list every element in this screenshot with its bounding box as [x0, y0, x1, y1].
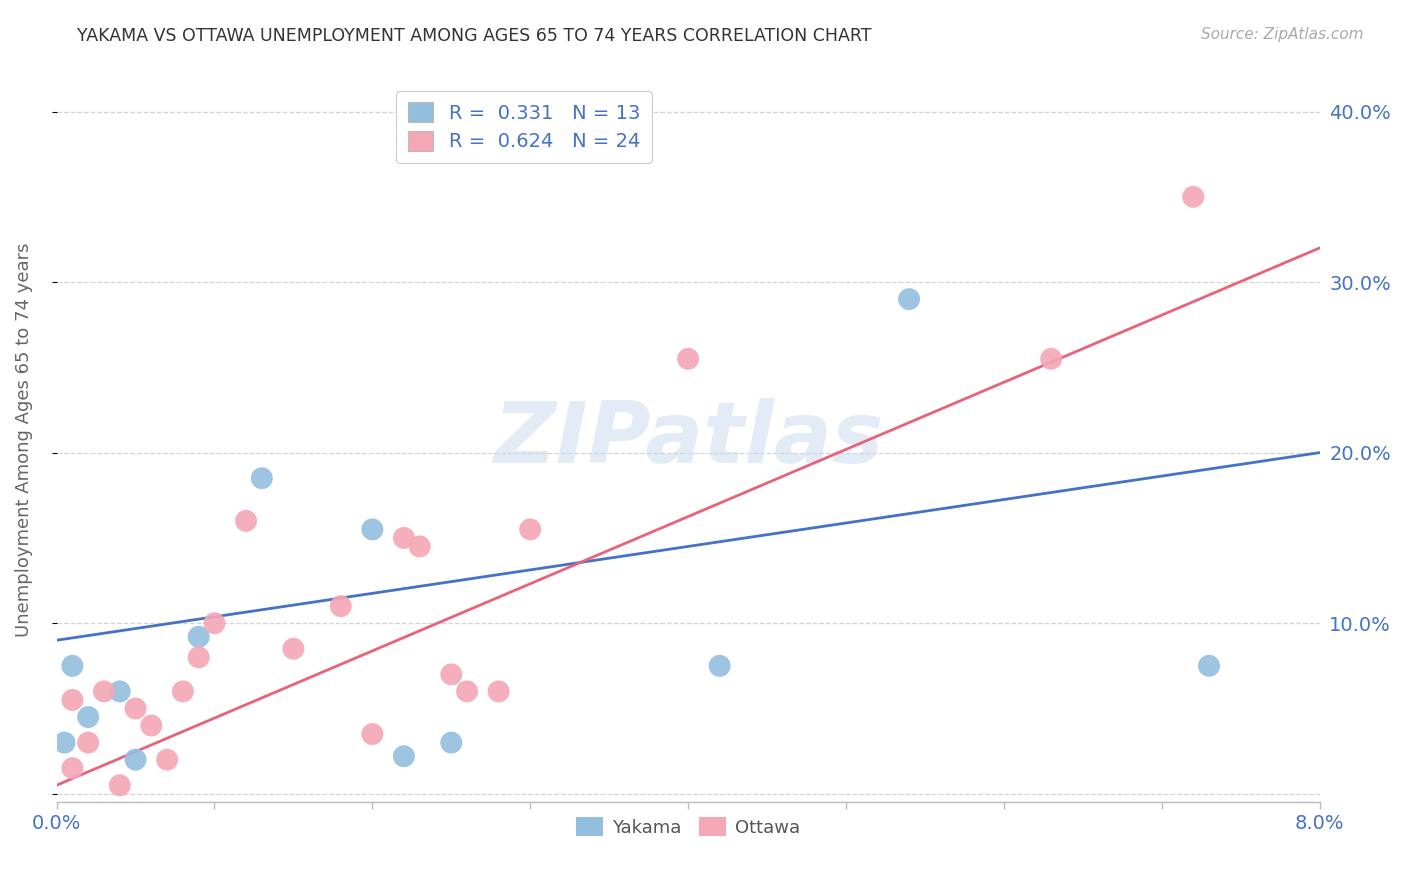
Text: Source: ZipAtlas.com: Source: ZipAtlas.com: [1201, 27, 1364, 42]
Point: [124, 753, 146, 767]
Point: [108, 778, 131, 792]
Point: [1198, 658, 1220, 673]
Point: [53, 735, 76, 749]
Point: [440, 667, 463, 681]
Point: [519, 522, 541, 536]
Point: [283, 641, 305, 656]
Point: [392, 531, 415, 545]
Legend: Yakama, Ottawa: Yakama, Ottawa: [568, 810, 807, 844]
Point: [187, 650, 209, 665]
Point: [77, 710, 100, 724]
Point: [488, 684, 510, 698]
Point: [235, 514, 257, 528]
Point: [1182, 190, 1205, 204]
Point: [1040, 351, 1063, 366]
Point: [409, 540, 432, 554]
Point: [60, 693, 83, 707]
Point: [440, 735, 463, 749]
Point: [124, 701, 146, 715]
Point: [60, 761, 83, 775]
Point: [329, 599, 352, 614]
Point: [187, 630, 209, 644]
Point: [456, 684, 478, 698]
Text: ZIPatlas: ZIPatlas: [494, 399, 883, 482]
Point: [108, 684, 131, 698]
Point: [93, 684, 115, 698]
Point: [141, 718, 163, 732]
Text: YAKAMA VS OTTAWA UNEMPLOYMENT AMONG AGES 65 TO 74 YEARS CORRELATION CHART: YAKAMA VS OTTAWA UNEMPLOYMENT AMONG AGES…: [77, 27, 872, 45]
Point: [898, 292, 921, 306]
Point: [250, 471, 273, 485]
Point: [392, 749, 415, 764]
Y-axis label: Unemployment Among Ages 65 to 74 years: Unemployment Among Ages 65 to 74 years: [15, 243, 32, 637]
Point: [172, 684, 194, 698]
Point: [361, 522, 384, 536]
Point: [361, 727, 384, 741]
Point: [60, 658, 83, 673]
Point: [77, 735, 100, 749]
Point: [156, 753, 179, 767]
Point: [676, 351, 699, 366]
Point: [204, 616, 226, 631]
Point: [709, 658, 731, 673]
